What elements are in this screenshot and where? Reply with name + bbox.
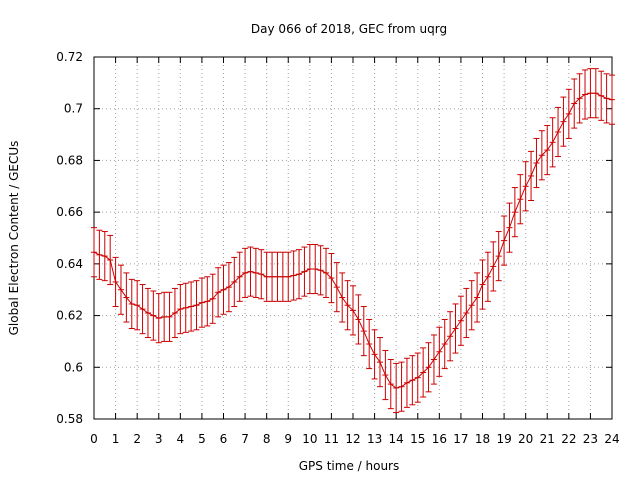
y-tick-label: 0.6 (64, 360, 83, 374)
x-axis-label: GPS time / hours (299, 459, 400, 473)
x-tick-label: 18 (475, 432, 490, 446)
x-tick-label: 8 (263, 432, 271, 446)
ticks: 0 1 2 3 4 5 6 7 8 9 10 11 12 13 14 15 16 17 18 19 20 21 22 23 24… (56, 50, 619, 446)
x-tick-label: 2 (133, 432, 141, 446)
chart-title: Day 066 of 2018, GEC from uqrg (251, 22, 447, 36)
x-tick-label: 5 (198, 432, 206, 446)
y-tick-label: 0.58 (56, 412, 83, 426)
y-tick-label: 0.7 (64, 102, 83, 116)
x-tick-label: 20 (518, 432, 533, 446)
x-tick-label: 1 (112, 432, 120, 446)
x-tick-label: 6 (220, 432, 228, 446)
y-tick-label: 0.64 (56, 257, 83, 271)
y-tick-label: 0.62 (56, 309, 83, 323)
x-tick-label: 19 (496, 432, 511, 446)
x-tick-label: 12 (345, 432, 360, 446)
y-tick-label: 0.68 (56, 153, 83, 167)
x-tick-label: 7 (241, 432, 249, 446)
x-tick-label: 24 (604, 432, 619, 446)
x-tick-label: 16 (432, 432, 447, 446)
x-tick-label: 21 (540, 432, 555, 446)
gec-series (91, 92, 615, 389)
y-axis-label: Global Electron Content / GECUs (7, 141, 21, 336)
x-tick-label: 3 (155, 432, 163, 446)
x-tick-label: 4 (177, 432, 185, 446)
x-tick-label: 13 (367, 432, 382, 446)
y-tick-label: 0.66 (56, 205, 83, 219)
x-tick-label: 23 (583, 432, 598, 446)
x-tick-label: 11 (324, 432, 339, 446)
x-tick-label: 0 (90, 432, 98, 446)
x-tick-label: 9 (284, 432, 292, 446)
grid (94, 57, 612, 419)
x-tick-label: 17 (453, 432, 468, 446)
y-tick-label: 0.72 (56, 50, 83, 64)
x-tick-label: 22 (561, 432, 576, 446)
x-tick-label: 10 (302, 432, 317, 446)
x-tick-label: 15 (410, 432, 425, 446)
error-bars (91, 68, 615, 414)
x-tick-label: 14 (389, 432, 404, 446)
